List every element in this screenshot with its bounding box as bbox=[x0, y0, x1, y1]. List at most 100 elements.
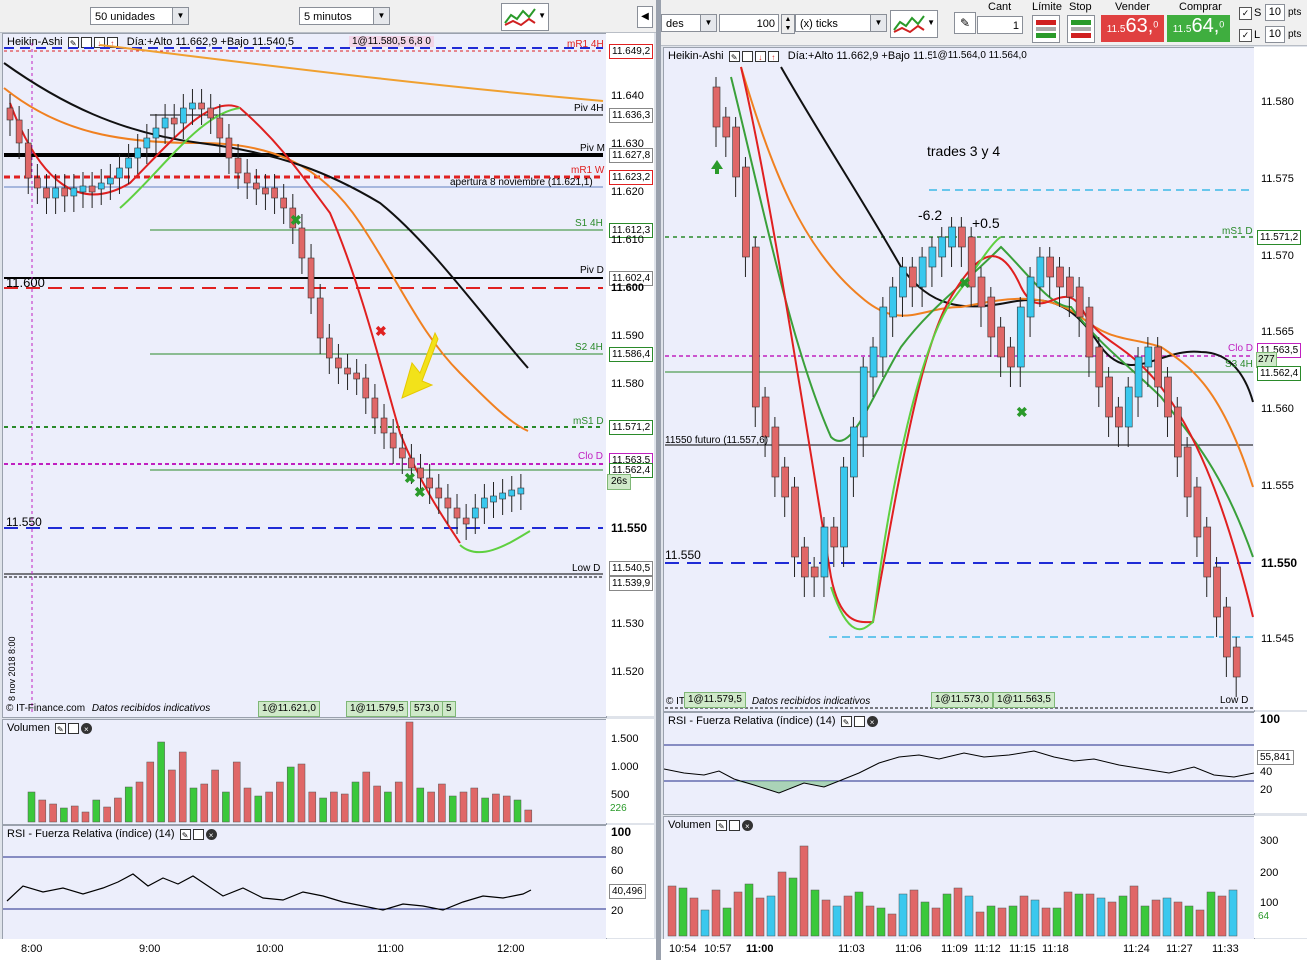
wrench-icon[interactable]: ✎ bbox=[840, 715, 852, 727]
volume-bar bbox=[189, 787, 198, 823]
level-label-clo-d: Clo D bbox=[1228, 343, 1254, 354]
order-tag[interactable]: 573,0 bbox=[410, 701, 444, 717]
candle-body bbox=[280, 197, 287, 209]
volume-bar bbox=[168, 769, 176, 823]
wrench-icon[interactable]: ✎ bbox=[54, 722, 66, 734]
candle-body bbox=[840, 466, 848, 548]
level-label-s2-4h: S2 4H bbox=[575, 342, 603, 353]
indicator-label: Heikin-Ashi bbox=[668, 50, 724, 62]
left-volume-pane[interactable]: Volumen ✎ × bbox=[2, 719, 607, 825]
window-divider[interactable] bbox=[656, 0, 661, 960]
qty-stepper[interactable]: ▲ ▼ bbox=[781, 14, 795, 34]
rsi-tick: 100 bbox=[611, 825, 632, 839]
candle-body bbox=[712, 86, 721, 128]
l-input[interactable]: 10 bbox=[1265, 26, 1285, 43]
order-tag[interactable]: 5 bbox=[442, 701, 456, 717]
level-label-mr1-4h: mR1 4H bbox=[567, 39, 604, 50]
trades-annotation: trades 3 y 4 bbox=[927, 143, 1001, 159]
candle-body bbox=[1232, 646, 1241, 678]
stop-button[interactable] bbox=[1067, 15, 1095, 43]
cant-label: Cant bbox=[988, 1, 1012, 13]
close-icon[interactable]: × bbox=[205, 828, 217, 840]
day-info: Día:+Alto 11.662,9 +Bajo 11.540,5 bbox=[787, 50, 955, 62]
cant-input[interactable]: 1 bbox=[977, 16, 1023, 34]
candle-body bbox=[116, 167, 123, 179]
s-checkbox[interactable]: ✓ bbox=[1239, 7, 1252, 20]
volume-bar bbox=[27, 791, 36, 823]
volume-bar bbox=[502, 795, 511, 823]
candle-body bbox=[43, 187, 50, 199]
candle-body bbox=[1193, 486, 1202, 538]
order-tag[interactable]: 1@11.621,0 bbox=[258, 701, 320, 717]
candle-body bbox=[508, 489, 516, 497]
wrench-icon[interactable]: ✎ bbox=[728, 50, 740, 62]
volume-bar bbox=[1074, 893, 1084, 937]
indicator-label: Heikin-Ashi bbox=[7, 36, 63, 48]
ticks-select[interactable]: (x) ticks ▼ bbox=[795, 14, 887, 32]
candle-body bbox=[908, 266, 917, 288]
window-icon[interactable] bbox=[67, 722, 79, 734]
wrench-button[interactable]: ✎ bbox=[954, 12, 976, 34]
order-tag[interactable]: 1@11.579,5 bbox=[346, 701, 408, 717]
volume-tick: 1.000 bbox=[611, 761, 639, 773]
up-arrow-icon[interactable]: ↑ bbox=[767, 50, 779, 62]
down-arrow-icon[interactable]: ↓ bbox=[754, 50, 766, 62]
price-tag-mr1-w: 11.623,2 bbox=[609, 170, 654, 185]
wrench-icon[interactable]: ✎ bbox=[715, 819, 727, 831]
window-icon[interactable] bbox=[741, 50, 753, 62]
limite-button[interactable] bbox=[1032, 15, 1060, 43]
candle-body bbox=[353, 372, 360, 380]
chevron-down-icon: ▼ bbox=[373, 8, 389, 24]
timeframe-select[interactable]: 5 minutos ▼ bbox=[299, 7, 390, 25]
right-units-select[interactable]: des ▼ bbox=[661, 14, 717, 32]
candle-body bbox=[15, 119, 23, 144]
left-price-chart[interactable]: Heikin-Ashi ✎ ↓ ↑ Día:+Alto 11.662,9 +Bajo… bbox=[2, 33, 607, 718]
rsi-title: RSI - Fuerza Relativa (índice) (14) bbox=[668, 715, 836, 727]
volume-bar bbox=[60, 807, 68, 823]
price-tick: 11.590 bbox=[611, 330, 644, 342]
volume-bar bbox=[744, 883, 754, 937]
order-tag[interactable]: 1@11.563,5 bbox=[993, 692, 1055, 708]
down-arrow-icon[interactable]: ↓ bbox=[93, 36, 105, 48]
level-label-low-d: Low D bbox=[1220, 695, 1249, 706]
right-rsi-pane[interactable]: RSI - Fuerza Relativa (índice) (14) ✎ × bbox=[663, 712, 1255, 815]
sell-button[interactable]: 11.563,0 bbox=[1101, 15, 1164, 42]
buy-price-big: 64, bbox=[1191, 15, 1220, 37]
close-icon[interactable]: × bbox=[741, 819, 753, 831]
wrench-icon[interactable]: ✎ bbox=[179, 828, 191, 840]
volume-bar bbox=[832, 905, 842, 937]
time-tick: 11:06 bbox=[895, 943, 922, 955]
order-tag[interactable]: 1@11.579,5 bbox=[684, 692, 746, 708]
candle-body bbox=[134, 147, 142, 159]
rsi-header: RSI - Fuerza Relativa (índice) (14) ✎ × bbox=[668, 715, 878, 729]
right-volume-pane[interactable]: Volumen ✎ × bbox=[663, 816, 1255, 940]
qty-input[interactable]: 100 bbox=[719, 14, 779, 32]
volume-bar bbox=[178, 751, 187, 823]
chart-type-button[interactable]: ▼ bbox=[501, 3, 549, 31]
close-icon[interactable]: × bbox=[80, 722, 92, 734]
window-icon[interactable] bbox=[853, 715, 865, 727]
chart-type-button[interactable]: ▼ bbox=[890, 10, 938, 38]
candle-body bbox=[1016, 306, 1025, 368]
left-rsi-pane[interactable]: RSI - Fuerza Relativa (índice) (14) ✎ × bbox=[2, 825, 607, 940]
window-icon[interactable] bbox=[728, 819, 740, 831]
l-pts: pts bbox=[1288, 29, 1302, 40]
l-label: L bbox=[1254, 29, 1261, 41]
chevron-down-icon: ▼ bbox=[172, 8, 188, 24]
window-icon[interactable] bbox=[192, 828, 204, 840]
candle-body bbox=[24, 142, 32, 179]
units-select[interactable]: 50 unidades ▼ bbox=[90, 7, 189, 25]
close-icon[interactable]: × bbox=[866, 715, 878, 727]
volume-bar bbox=[788, 877, 798, 937]
time-tick: 9:00 bbox=[139, 943, 161, 955]
collapse-arrow-icon[interactable]: ◀ bbox=[637, 6, 653, 28]
order-tag[interactable]: 1@11.573,0 bbox=[931, 692, 993, 708]
s-input[interactable]: 10 bbox=[1265, 4, 1285, 21]
countdown-tag: 26s bbox=[607, 474, 632, 490]
volume-bar bbox=[254, 795, 263, 823]
l-checkbox[interactable]: ✓ bbox=[1239, 29, 1252, 42]
chart-header: Heikin-Ashi ✎ ↓ ↑ Día:+Alto 11.662,9 +Bajo… bbox=[668, 50, 955, 64]
candle-body bbox=[61, 187, 69, 197]
volume-bar bbox=[997, 907, 1007, 937]
buy-button[interactable]: 11.564,0 bbox=[1167, 15, 1230, 42]
